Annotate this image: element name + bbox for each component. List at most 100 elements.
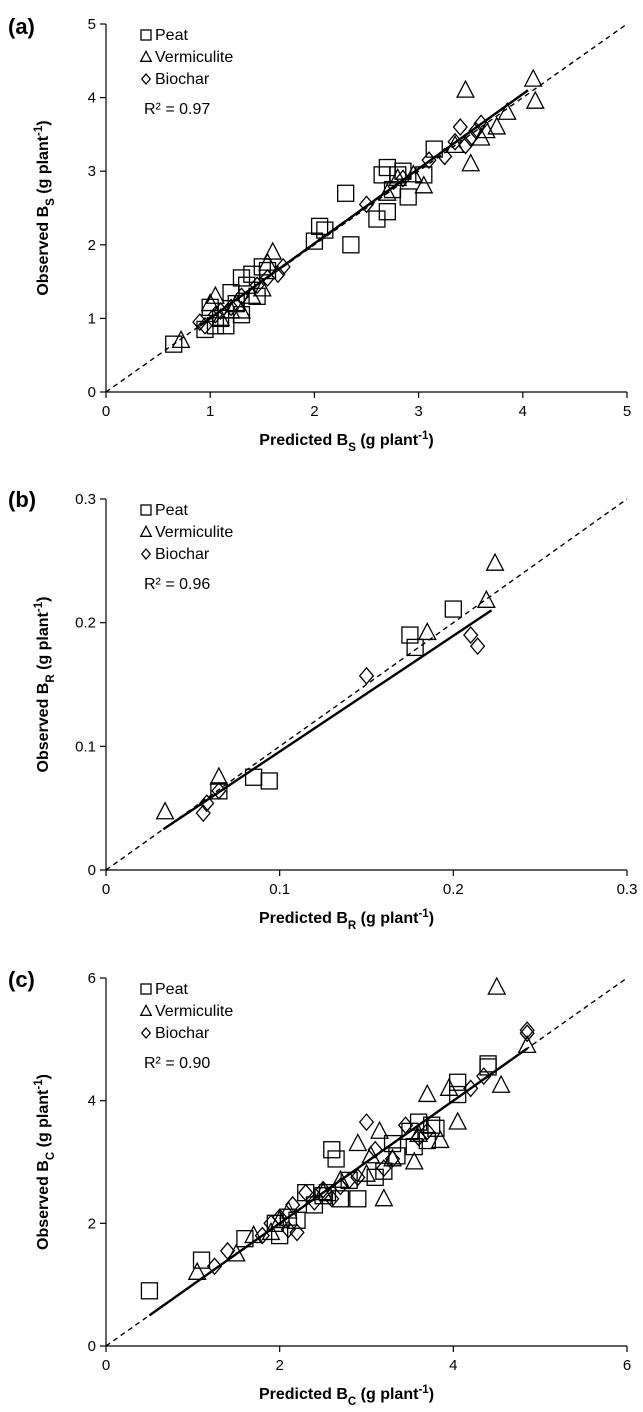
- y-axis-title: Observed BR (g plant-1): [33, 597, 57, 773]
- panel-label: (b): [8, 487, 36, 512]
- x-tick-label: 0: [102, 881, 110, 898]
- data-point: [270, 265, 286, 284]
- data-point: [249, 276, 265, 295]
- chart-panel-3: (c) 0 2 4 6 0 2 4 6 Peat Vermiculite Biochar R² = 0.…: [8, 967, 631, 1408]
- legend-marker: [140, 547, 152, 561]
- y-tick-label: 1: [88, 310, 96, 327]
- data-point: [327, 1150, 345, 1168]
- data-point: [232, 306, 251, 324]
- data-point: [468, 121, 484, 140]
- data-point: [421, 151, 437, 170]
- data-point: [476, 589, 496, 608]
- data-point: [219, 1241, 236, 1260]
- data-point: [473, 114, 489, 133]
- x-tick-label: 0: [102, 403, 110, 420]
- data-point: [384, 1149, 401, 1168]
- data-point: [519, 1021, 535, 1040]
- data-point: [280, 1220, 297, 1239]
- data-point: [254, 1226, 270, 1245]
- data-point: [197, 316, 213, 335]
- data-point: [260, 772, 278, 790]
- legend-marker: [140, 1026, 152, 1040]
- data-point: [349, 1190, 367, 1208]
- data-point: [314, 1187, 332, 1205]
- data-point: [403, 164, 423, 183]
- data-point: [444, 600, 462, 618]
- y-tick-label: 4: [88, 90, 96, 107]
- x-tick-label: 0.1: [269, 881, 290, 898]
- data-point: [449, 1085, 467, 1104]
- data-point: [211, 781, 227, 800]
- data-point: [497, 101, 517, 120]
- data-point: [463, 1079, 479, 1098]
- x-axis-title: Predicted BC (g plant-1): [259, 1384, 434, 1408]
- data-point: [452, 118, 468, 137]
- y-tick-label: 2: [88, 1215, 96, 1232]
- x-tick-label: 4: [519, 403, 527, 420]
- data-point: [461, 153, 481, 172]
- legend-marker: [140, 504, 152, 516]
- data-point: [439, 1077, 459, 1096]
- legend-entry: Vermiculite: [155, 49, 233, 66]
- data-point: [357, 1163, 376, 1182]
- legend: Peat Vermiculite Biochar: [139, 981, 233, 1042]
- chart-panel-1: (a) 0 1 2 3 4 5 0 1 2 3 4 5 Peat Vermiculite Biochar R² …: [8, 14, 631, 454]
- r-squared-label: R² = 0.90: [144, 1055, 210, 1072]
- legend: Peat Vermiculite Biochar: [139, 502, 233, 563]
- data-point: [389, 166, 407, 184]
- data-point: [456, 79, 475, 98]
- data-point: [388, 167, 408, 187]
- legend-entry: Peat: [155, 981, 188, 998]
- r-squared-label: R² = 0.96: [144, 576, 210, 593]
- data-point: [525, 90, 545, 109]
- data-point: [523, 68, 543, 87]
- data-point: [361, 1145, 381, 1164]
- data-point: [414, 175, 434, 194]
- data-point: [491, 1074, 511, 1093]
- data-point: [366, 1168, 384, 1186]
- data-point: [196, 320, 214, 339]
- x-tick-label: 0.3: [617, 881, 638, 898]
- y-axis-title: Observed BC (g plant-1): [33, 1074, 57, 1250]
- data-point: [425, 140, 443, 158]
- data-point: [427, 1119, 445, 1137]
- data-point: [395, 169, 411, 188]
- legend-entry: Peat: [155, 502, 188, 519]
- data-point: [238, 276, 256, 294]
- data-point: [206, 1257, 223, 1276]
- y-tick-label: 5: [88, 16, 96, 33]
- data-point: [272, 1208, 288, 1227]
- x-tick-label: 0: [102, 1357, 110, 1374]
- y-tick-label: 0: [88, 1338, 96, 1355]
- legend-marker: [140, 983, 152, 995]
- legend-marker: [139, 49, 153, 62]
- data-point: [436, 147, 453, 166]
- y-tick-label: 3: [88, 163, 96, 180]
- data-point: [298, 1183, 314, 1202]
- x-tick-label: 5: [623, 403, 631, 420]
- data-point: [187, 1261, 207, 1280]
- x-axis-title: Predicted BR (g plant-1): [259, 908, 434, 932]
- data-point: [233, 287, 250, 306]
- y-tick-label: 0.2: [75, 615, 96, 632]
- x-axis-title: Predicted BS (g plant-1): [259, 430, 433, 454]
- x-tick-label: 4: [449, 1357, 457, 1374]
- data-point: [342, 236, 360, 254]
- y-tick-label: 0.3: [75, 491, 96, 508]
- legend: Peat Vermiculite Biochar: [139, 27, 233, 88]
- data-point: [261, 1221, 281, 1241]
- x-tick-label: 3: [414, 403, 422, 420]
- data-point: [405, 1138, 423, 1156]
- series-biochar: [206, 1021, 535, 1276]
- data-point: [469, 637, 486, 656]
- data-point: [201, 298, 219, 317]
- series-vermiculite: [155, 552, 505, 820]
- data-point: [289, 1223, 305, 1242]
- data-point: [463, 626, 479, 645]
- data-point: [207, 305, 224, 324]
- y-tick-label: 4: [88, 1093, 96, 1110]
- data-point: [370, 1120, 389, 1139]
- data-point: [192, 1251, 211, 1269]
- data-point: [305, 1196, 324, 1214]
